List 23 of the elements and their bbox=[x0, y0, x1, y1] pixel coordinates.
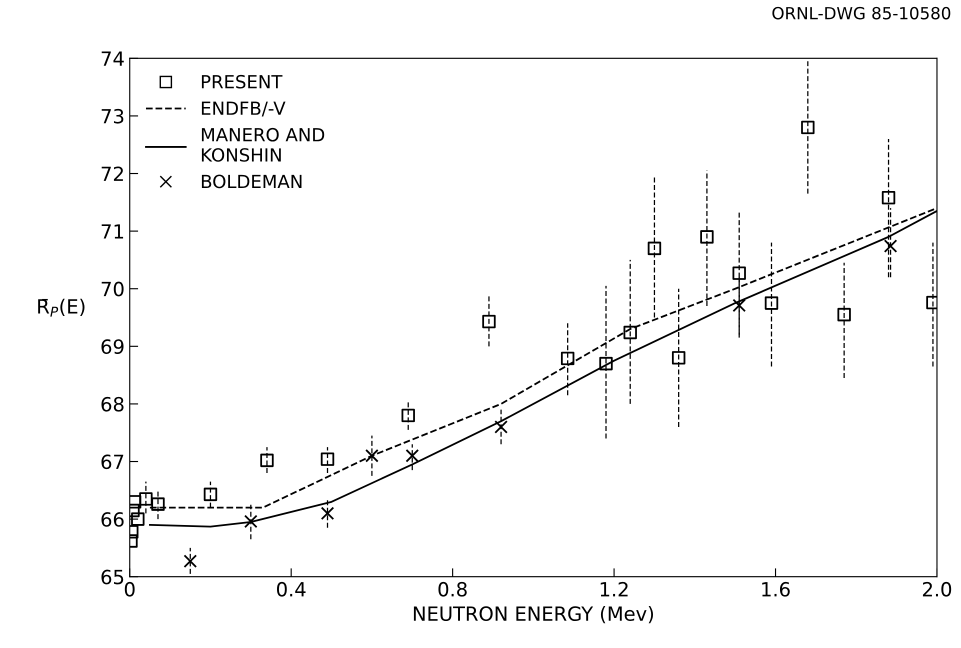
text: ORNL-DWG 85-10580 bbox=[772, 6, 950, 20]
x-axis-title: NEUTRON ENERGY (Mev) bbox=[414, 606, 654, 624]
y-tick-label: 70 bbox=[102, 282, 124, 296]
y-tick-label: 67 bbox=[101, 454, 124, 470]
x-tick-label: 0.8 bbox=[438, 582, 467, 597]
y-tick-label: 73 bbox=[102, 108, 124, 124]
y-tick-label: 66 bbox=[101, 512, 124, 527]
x-tick-label: 2.0 bbox=[922, 582, 952, 597]
x-tick-label: 1.2 bbox=[600, 582, 628, 596]
x-tick-label: 0.4 bbox=[277, 582, 306, 597]
y-axis-title: R̄$_{P}$(E) bbox=[38, 298, 84, 317]
y-tick-label: 72 bbox=[102, 166, 123, 181]
y-tick-label: 65 bbox=[101, 570, 124, 584]
y-tick-label: 74 bbox=[102, 52, 124, 66]
y-tick-label: 71 bbox=[102, 224, 124, 239]
x-tick-label: 1.6 bbox=[762, 582, 790, 597]
legend-label: ENDFB/-V bbox=[202, 102, 286, 116]
legend-label: MANERO AND KONSHIN bbox=[202, 128, 324, 162]
legend-label: BOLDEMAN bbox=[202, 174, 302, 188]
x-tick-label: 0 bbox=[124, 582, 135, 597]
y-tick-label: 68 bbox=[101, 396, 124, 412]
legend-label: PRESENT bbox=[202, 74, 282, 89]
y-tick-label: 69 bbox=[101, 339, 124, 354]
